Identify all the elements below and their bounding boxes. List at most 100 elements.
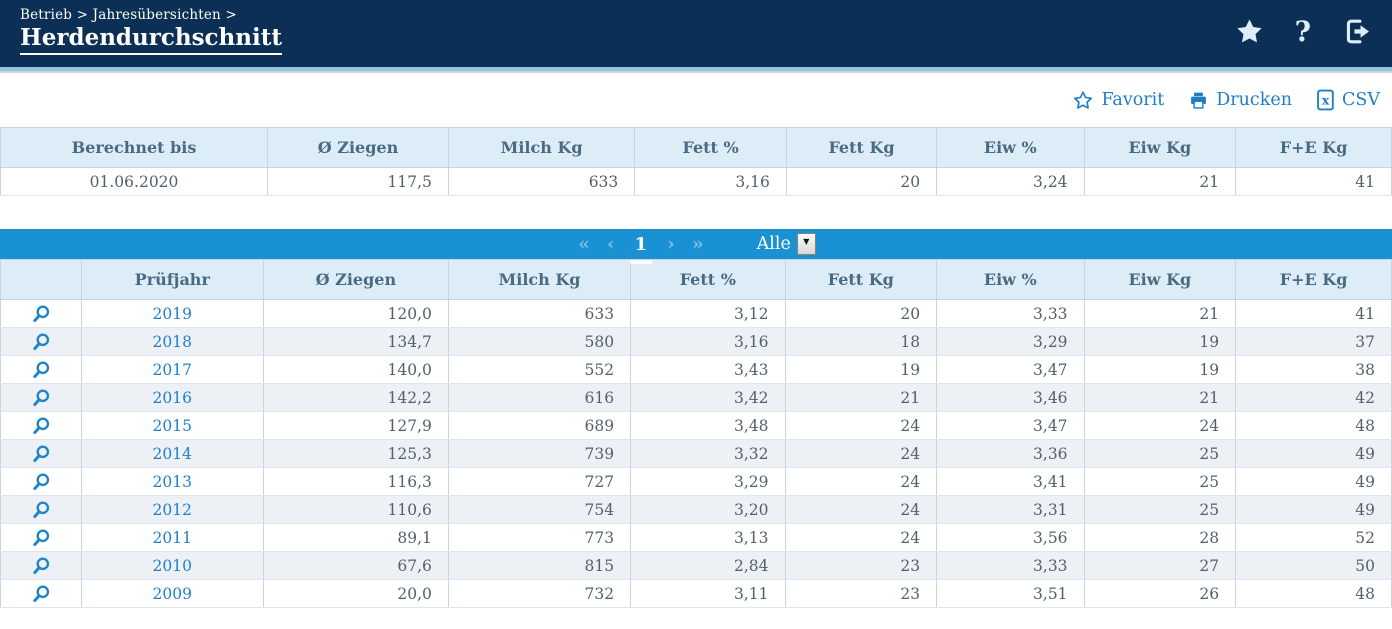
- row-detail-button[interactable]: [0, 327, 82, 356]
- cell-eiw-kg: 19: [1083, 355, 1237, 384]
- cell-fett-pct: 3,16: [630, 327, 786, 356]
- summary-table: Berechnet bis Ø Ziegen Milch Kg Fett % F…: [0, 127, 1392, 196]
- cell-fett-kg: 24: [784, 467, 938, 496]
- row-detail-button[interactable]: [0, 495, 82, 524]
- cell-milch-kg: 773: [447, 523, 632, 552]
- row-detail-button[interactable]: [0, 355, 82, 384]
- row-detail-button[interactable]: [0, 299, 82, 328]
- cell-ziegen: 20,0: [262, 579, 449, 608]
- current-page[interactable]: 1: [630, 234, 653, 255]
- cell-eiw-kg: 21: [1083, 299, 1237, 328]
- row-detail-button[interactable]: [0, 523, 82, 552]
- cell-eiw-kg: 21: [1083, 167, 1237, 196]
- cell-fe-kg: 52: [1235, 523, 1392, 552]
- csv-link[interactable]: x CSV: [1316, 89, 1380, 111]
- pruefjahr-link[interactable]: 2017: [152, 360, 192, 379]
- last-page-button[interactable]: »: [691, 232, 704, 255]
- cell-pruefjahr: 2011: [80, 523, 264, 552]
- row-detail-button[interactable]: [0, 467, 82, 496]
- cell-fett-kg: 24: [784, 523, 938, 552]
- pruefjahr-link[interactable]: 2016: [152, 388, 192, 407]
- cell-fett-kg: 18: [784, 327, 938, 356]
- svg-text:x: x: [1322, 93, 1330, 108]
- cell-milch-kg: 633: [447, 299, 632, 328]
- cell-fett-pct: 3,13: [630, 523, 786, 552]
- next-page-button[interactable]: ›: [667, 232, 675, 255]
- cell-fett-kg: 24: [784, 411, 938, 440]
- row-detail-button[interactable]: [0, 579, 82, 608]
- page-size-select[interactable]: ▼: [796, 233, 816, 255]
- first-page-button[interactable]: «: [578, 232, 591, 255]
- col-milch-kg: Milch Kg: [447, 127, 636, 168]
- col-eiw-kg: Eiw Kg: [1083, 259, 1237, 300]
- cell-ziegen: 125,3: [262, 439, 449, 468]
- cell-fett-pct: 3,43: [630, 355, 786, 384]
- cell-fe-kg: 49: [1235, 439, 1392, 468]
- cell-pruefjahr: 2016: [80, 383, 264, 412]
- pruefjahr-link[interactable]: 2018: [152, 332, 192, 351]
- cell-pruefjahr: 2012: [80, 495, 264, 524]
- header-divider-stripe: [0, 71, 1392, 73]
- csv-label: CSV: [1341, 90, 1380, 110]
- pruefjahr-link[interactable]: 2014: [152, 444, 192, 463]
- col-fett-pct: Fett %: [630, 259, 786, 300]
- cell-fe-kg: 48: [1235, 411, 1392, 440]
- table-row: 2017 140,0 552 3,43 19 3,47 19 38: [0, 355, 1392, 384]
- pagination-bar: « ‹ 1 › » Alle ▼: [0, 229, 1392, 259]
- pruefjahr-link[interactable]: 2015: [152, 416, 192, 435]
- drucken-link[interactable]: Drucken: [1188, 90, 1292, 111]
- cell-fett-pct: 3,29: [630, 467, 786, 496]
- magnifier-icon: [33, 305, 49, 322]
- cell-pruefjahr: 2018: [80, 327, 264, 356]
- cell-eiw-pct: 3,24: [936, 167, 1085, 196]
- cell-fett-kg: 23: [784, 551, 938, 580]
- cell-fett-kg: 20: [784, 299, 938, 328]
- cell-eiw-kg: 27: [1083, 551, 1237, 580]
- pruefjahr-link[interactable]: 2013: [152, 472, 192, 491]
- cell-eiw-kg: 25: [1083, 439, 1237, 468]
- magnifier-icon: [33, 361, 49, 378]
- cell-pruefjahr: 2009: [80, 579, 264, 608]
- favorite-star-icon[interactable]: [1234, 17, 1265, 46]
- cell-milch-kg: 727: [447, 467, 632, 496]
- cell-milch-kg: 739: [447, 439, 632, 468]
- summary-row: 01.06.2020 117,5 633 3,16 20 3,24 21 41: [0, 167, 1392, 196]
- table-row: 2009 20,0 732 3,11 23 3,51 26 48: [0, 579, 1392, 608]
- cell-ziegen: 117,5: [267, 167, 449, 196]
- cell-ziegen: 110,6: [262, 495, 449, 524]
- cell-ziegen: 116,3: [262, 467, 449, 496]
- row-detail-button[interactable]: [0, 551, 82, 580]
- favorit-link[interactable]: Favorit: [1072, 90, 1164, 111]
- table-row: 2019 120,0 633 3,12 20 3,33 21 41: [0, 299, 1392, 328]
- header-actions: ?: [1234, 17, 1374, 46]
- cell-pruefjahr: 2013: [80, 467, 264, 496]
- row-detail-button[interactable]: [0, 439, 82, 468]
- magnifier-icon: [33, 557, 49, 574]
- cell-ziegen: 89,1: [262, 523, 449, 552]
- pruefjahr-link[interactable]: 2010: [152, 556, 192, 575]
- pruefjahr-link[interactable]: 2019: [152, 304, 192, 323]
- cell-fett-kg: 19: [784, 355, 938, 384]
- row-detail-button[interactable]: [0, 411, 82, 440]
- table-row: 2014 125,3 739 3,32 24 3,36 25 49: [0, 439, 1392, 468]
- cell-eiw-pct: 3,46: [936, 383, 1085, 412]
- pruefjahr-link[interactable]: 2009: [152, 584, 192, 603]
- page-title: Herdendurchschnitt: [20, 24, 282, 55]
- cell-berechnet-bis: 01.06.2020: [0, 167, 269, 196]
- breadcrumb[interactable]: Betrieb > Jahresübersichten >: [20, 7, 237, 23]
- cell-eiw-kg: 28: [1083, 523, 1237, 552]
- logout-icon[interactable]: [1341, 17, 1374, 46]
- col-eiw-pct: Eiw %: [936, 127, 1085, 168]
- pruefjahr-link[interactable]: 2011: [152, 528, 192, 547]
- col-ziegen: Ø Ziegen: [262, 259, 449, 300]
- cell-fett-pct: 3,20: [630, 495, 786, 524]
- drucken-label: Drucken: [1216, 90, 1292, 110]
- cell-fett-kg: 20: [785, 167, 938, 196]
- help-icon[interactable]: ?: [1294, 14, 1311, 48]
- cell-fe-kg: 42: [1235, 383, 1392, 412]
- pruefjahr-link[interactable]: 2012: [152, 500, 192, 519]
- prev-page-button[interactable]: ‹: [607, 232, 615, 255]
- cell-eiw-pct: 3,47: [936, 411, 1085, 440]
- page-size-label: Alle: [756, 234, 791, 254]
- row-detail-button[interactable]: [0, 383, 82, 412]
